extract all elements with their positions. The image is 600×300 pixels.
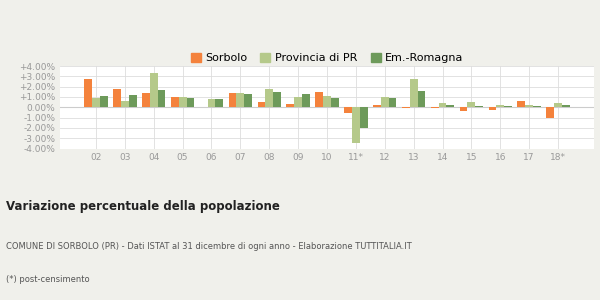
Bar: [517, 100, 525, 107]
Bar: [121, 100, 129, 107]
Bar: [475, 106, 483, 107]
Bar: [373, 105, 381, 107]
Bar: [360, 107, 368, 128]
Bar: [113, 89, 121, 107]
Bar: [496, 105, 504, 107]
Bar: [488, 107, 496, 110]
Bar: [142, 93, 150, 107]
Bar: [389, 98, 397, 107]
Bar: [316, 92, 323, 107]
Bar: [265, 89, 273, 107]
Bar: [236, 93, 244, 107]
Bar: [179, 98, 187, 107]
Bar: [562, 105, 570, 107]
Bar: [129, 95, 137, 107]
Bar: [439, 103, 446, 107]
Bar: [215, 99, 223, 107]
Bar: [554, 103, 562, 107]
Bar: [273, 92, 281, 107]
Bar: [344, 107, 352, 113]
Bar: [100, 96, 107, 107]
Text: COMUNE DI SORBOLO (PR) - Dati ISTAT al 31 dicembre di ogni anno - Elaborazione T: COMUNE DI SORBOLO (PR) - Dati ISTAT al 3…: [6, 242, 412, 251]
Bar: [286, 103, 294, 107]
Bar: [525, 105, 533, 107]
Bar: [208, 99, 215, 107]
Bar: [547, 107, 554, 118]
Bar: [446, 105, 454, 107]
Bar: [229, 93, 236, 107]
Bar: [171, 98, 179, 107]
Bar: [244, 94, 252, 107]
Text: Variazione percentuale della popolazione: Variazione percentuale della popolazione: [6, 200, 280, 213]
Text: (*) post-censimento: (*) post-censimento: [6, 275, 89, 284]
Bar: [431, 107, 439, 108]
Bar: [84, 79, 92, 107]
Bar: [467, 102, 475, 107]
Bar: [150, 73, 158, 107]
Bar: [533, 106, 541, 107]
Bar: [92, 98, 100, 107]
Bar: [410, 79, 418, 107]
Bar: [402, 107, 410, 108]
Bar: [381, 98, 389, 107]
Bar: [504, 106, 512, 107]
Bar: [323, 96, 331, 107]
Bar: [187, 98, 194, 107]
Bar: [352, 107, 360, 143]
Bar: [158, 90, 166, 107]
Bar: [331, 98, 338, 107]
Bar: [257, 102, 265, 107]
Bar: [460, 107, 467, 111]
Bar: [294, 98, 302, 107]
Bar: [418, 91, 425, 107]
Legend: Sorbolo, Provincia di PR, Em.-Romagna: Sorbolo, Provincia di PR, Em.-Romagna: [186, 49, 468, 68]
Bar: [302, 94, 310, 107]
